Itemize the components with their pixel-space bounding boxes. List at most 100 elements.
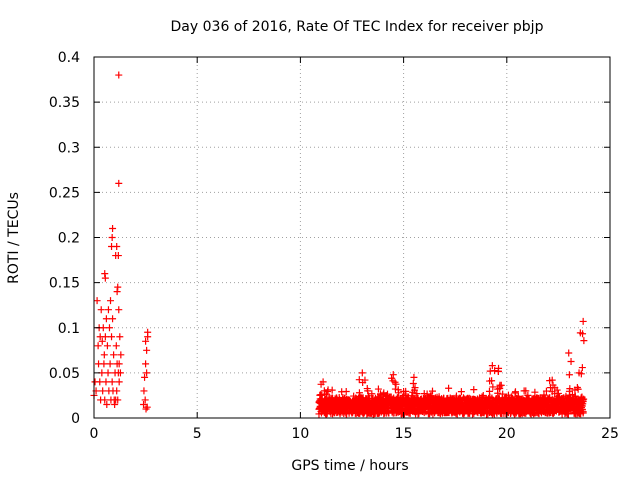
data-point — [99, 324, 107, 332]
data-point — [143, 369, 151, 377]
data-point-peak — [579, 317, 587, 325]
data-point — [409, 379, 417, 387]
data-point — [494, 389, 502, 397]
data-point — [109, 224, 117, 232]
data-point — [99, 387, 107, 395]
data-point — [566, 391, 574, 399]
data-point-peak — [495, 364, 503, 372]
data-point — [486, 377, 494, 385]
data-point — [114, 283, 122, 291]
x-tick-label: 15 — [395, 426, 413, 442]
y-tick-label: 0.2 — [58, 231, 80, 247]
data-point — [115, 179, 123, 187]
data-point — [101, 396, 109, 404]
grid-lines — [94, 57, 610, 418]
data-point — [97, 306, 105, 314]
data-point — [389, 397, 397, 405]
data-point — [522, 387, 530, 395]
data-point — [143, 403, 151, 411]
data-point — [107, 297, 115, 305]
data-point — [574, 385, 582, 393]
y-axis-label: ROTI / TECUs — [6, 192, 22, 284]
data-point — [470, 386, 478, 394]
data-point — [103, 400, 111, 408]
x-tick-label: 20 — [498, 426, 516, 442]
data-point-peak — [575, 369, 583, 377]
data-point — [391, 378, 399, 386]
data-point — [113, 288, 121, 296]
data-point — [565, 371, 573, 379]
data-point-peak — [389, 371, 397, 379]
data-point — [94, 342, 102, 350]
data-point — [102, 315, 110, 323]
data-point — [113, 387, 121, 395]
x-tick-label: 5 — [193, 426, 202, 442]
data-point — [112, 342, 120, 350]
data-point — [546, 404, 554, 412]
data-point — [579, 409, 587, 417]
data-point — [357, 398, 365, 406]
data-point — [317, 391, 325, 399]
y-tick-label: 0.15 — [49, 276, 80, 292]
data-point — [103, 342, 111, 350]
data-point — [108, 378, 116, 386]
data-point — [101, 333, 109, 341]
data-point — [116, 333, 124, 341]
data-point — [109, 315, 117, 323]
data-point — [580, 395, 588, 403]
data-point — [115, 71, 123, 79]
plot-frame — [93, 56, 611, 419]
y-tick-label: 0.05 — [49, 366, 80, 382]
data-point — [102, 378, 110, 386]
data-point — [105, 324, 113, 332]
data-point — [117, 351, 125, 359]
data-point — [566, 385, 574, 393]
y-tick-label: 0 — [71, 411, 80, 427]
data-point — [98, 337, 106, 345]
data-point — [115, 378, 123, 386]
data-point — [531, 388, 539, 396]
data-point — [410, 403, 418, 411]
data-point — [360, 405, 368, 413]
data-point — [106, 360, 114, 368]
data-point — [100, 360, 108, 368]
x-tick-label: 0 — [90, 426, 99, 442]
data-point — [322, 399, 330, 407]
data-point — [364, 387, 372, 395]
data-point — [104, 306, 112, 314]
data-point — [110, 351, 118, 359]
data-point — [573, 384, 581, 392]
data-point — [547, 384, 555, 392]
data-markers — [90, 71, 588, 418]
data-point — [114, 396, 122, 404]
data-point — [140, 387, 148, 395]
data-point — [114, 252, 122, 260]
data-point — [388, 374, 396, 382]
data-point — [108, 333, 116, 341]
data-point — [141, 396, 149, 404]
data-point — [579, 330, 587, 338]
data-point — [374, 385, 382, 393]
data-point — [549, 398, 557, 406]
data-point — [342, 387, 350, 395]
y-tick-label: 0.3 — [58, 140, 80, 156]
data-point — [496, 381, 504, 389]
x-tick-label: 25 — [601, 426, 619, 442]
data-point — [115, 360, 123, 368]
data-point-peak — [358, 369, 366, 377]
y-tick-label: 0.25 — [49, 185, 80, 201]
data-point — [143, 346, 151, 354]
data-point — [101, 270, 109, 278]
data-point — [411, 397, 419, 405]
data-point — [93, 297, 101, 305]
data-point — [457, 388, 465, 396]
data-point — [111, 400, 119, 408]
chart-title: Day 036 of 2016, Rate Of TEC Index for r… — [171, 19, 544, 35]
data-point — [580, 337, 588, 345]
data-point — [104, 369, 112, 377]
data-point — [445, 384, 453, 392]
data-point — [359, 379, 367, 387]
y-tick-label: 0.4 — [58, 50, 80, 66]
data-point — [101, 274, 109, 282]
data-point-peak — [565, 349, 573, 357]
